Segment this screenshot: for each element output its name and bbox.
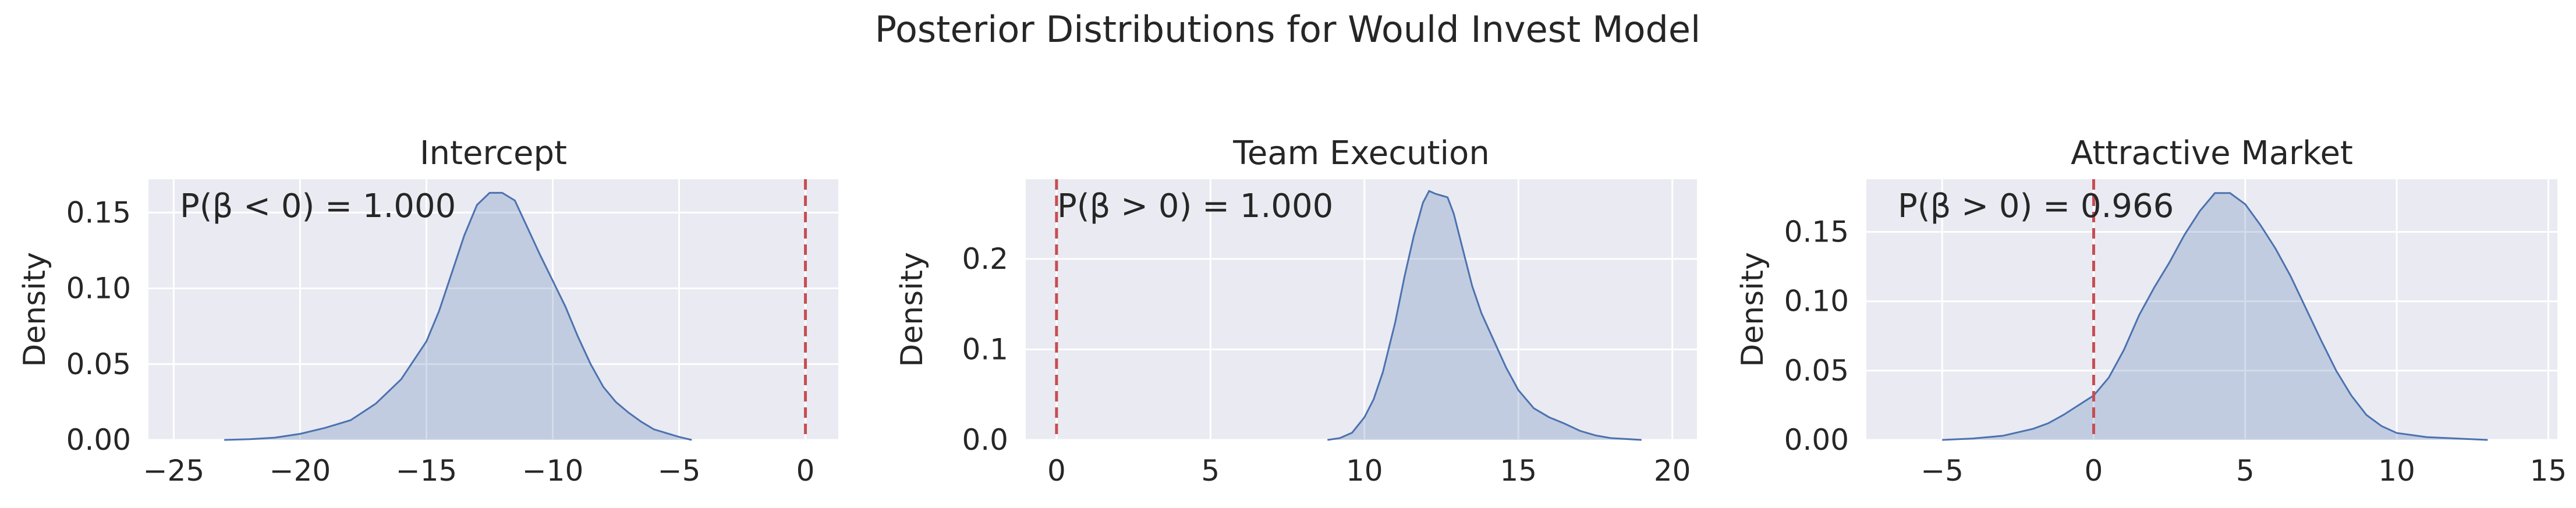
x-tick-label: 5 bbox=[2236, 454, 2255, 488]
y-axis-label: Density bbox=[17, 252, 52, 367]
x-tick-label: −5 bbox=[1921, 454, 1964, 488]
x-tick-label: −15 bbox=[396, 454, 458, 488]
y-tick-label: 0.2 bbox=[962, 242, 1008, 276]
x-tick-label: 10 bbox=[1346, 454, 1383, 488]
x-tick-label: 0 bbox=[796, 454, 815, 488]
x-tick-label: 15 bbox=[2530, 454, 2567, 488]
x-tick-label: 20 bbox=[1654, 454, 1691, 488]
panel-title: Team Execution bbox=[1232, 134, 1490, 172]
x-tick-label: −10 bbox=[522, 454, 584, 488]
panel-2: 0 5 10 15 20 0.0 0.1 0.2 Density Team Execution P(… bbox=[895, 134, 1697, 488]
density-line bbox=[224, 191, 692, 441]
y-tick-label: 0.05 bbox=[1784, 354, 1849, 388]
subplots: −25 −20 −15 −10 −5 00.000.050.100.15DensityIn… bbox=[17, 134, 2567, 488]
x-tick-label: 5 bbox=[1201, 454, 1220, 488]
probability-annotation: P(β > 0) = 0.966 bbox=[1898, 187, 2174, 225]
x-tick-label: 15 bbox=[1500, 454, 1537, 488]
y-tick-label: 0.0 bbox=[962, 423, 1008, 457]
panel-1: −25 −20 −15 −10 −5 0 0.00 0.05 0.10 0.15 Density In… bbox=[17, 134, 838, 488]
density-line bbox=[1327, 190, 1642, 441]
density-line bbox=[1942, 192, 2488, 441]
x-tick-label: 0 bbox=[1047, 454, 1066, 488]
y-tick-label: 0.15 bbox=[66, 196, 131, 229]
y-tick-label: 0.10 bbox=[1784, 285, 1849, 318]
y-axis-label: Density bbox=[895, 252, 930, 367]
density-area bbox=[1942, 193, 2488, 440]
x-tick-label: 0 bbox=[2085, 454, 2103, 488]
x-tick-label: −20 bbox=[270, 454, 331, 488]
y-tick-label: 0.1 bbox=[962, 332, 1008, 366]
x-tick-label: 10 bbox=[2378, 454, 2415, 488]
y-axis-label: Density bbox=[1735, 252, 1770, 367]
panel-title: Intercept bbox=[420, 134, 567, 172]
y-tick-label: 0.00 bbox=[1784, 423, 1849, 457]
density-area bbox=[1327, 191, 1642, 440]
plot-background bbox=[1866, 179, 2557, 440]
figure-title: Posterior Distributions for Would Invest… bbox=[875, 8, 1700, 51]
y-tick-label: 0.10 bbox=[66, 272, 131, 305]
panel-title: Attractive Market bbox=[2071, 134, 2353, 172]
y-tick-label: 0.15 bbox=[1784, 215, 1849, 249]
plot-background bbox=[148, 179, 838, 440]
y-tick-label: 0.05 bbox=[66, 347, 131, 381]
plot-background bbox=[1026, 179, 1697, 440]
x-tick-label: −5 bbox=[658, 454, 701, 488]
x-tick-label: −25 bbox=[143, 454, 205, 488]
probability-annotation: P(β < 0) = 1.000 bbox=[180, 187, 456, 225]
probability-annotation: P(β > 0) = 1.000 bbox=[1057, 187, 1333, 225]
density-area bbox=[224, 193, 692, 440]
panel-3: −5 0 5 10 15 0.00 0.05 0.10 0.15 Density Attractiv… bbox=[1735, 134, 2567, 488]
y-tick-label: 0.00 bbox=[66, 423, 131, 457]
